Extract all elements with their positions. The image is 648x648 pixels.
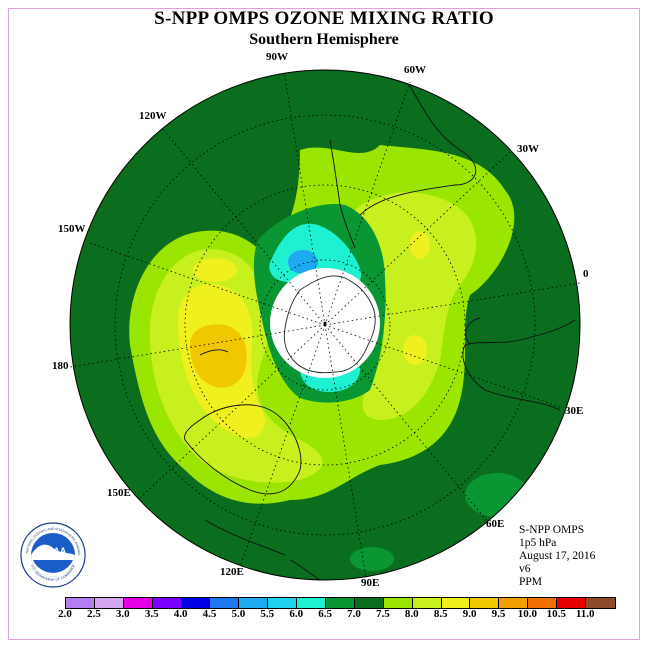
colorbar-tick-label: 4.0	[173, 608, 188, 620]
colorbar-tick-label: 2.5	[87, 608, 101, 620]
colorbar-swatch	[152, 598, 182, 608]
ozone-patch-medium-green	[465, 473, 529, 517]
map-info: S-NPP OMPS 1p5 hPa August 17, 2016 v6 PP…	[519, 524, 595, 589]
ozone-band-8-5	[193, 258, 237, 282]
colorbar-tick-label: 10.0	[517, 608, 538, 620]
meridian-30w	[324, 151, 511, 326]
colorbar-tick-label: 7.0	[347, 608, 361, 620]
meridian-150w	[86, 241, 326, 326]
colorbar-swatch	[66, 598, 95, 608]
colorbar-swatch	[326, 598, 355, 608]
lon-label-120e: 120E	[220, 566, 244, 578]
lon-label-30w: 30W	[517, 143, 539, 155]
colorbar-swatch	[557, 598, 587, 608]
ozone-band-8-5	[403, 335, 427, 365]
australia-outline	[184, 404, 302, 495]
africa-outline	[462, 319, 576, 411]
colorbar-swatch	[123, 598, 153, 608]
colorbar-swatch	[470, 598, 500, 608]
ozone-band-8-0	[353, 192, 477, 420]
colorbar-tick-label: 2.0	[58, 608, 72, 620]
lon-label-120w: 120W	[139, 110, 167, 122]
info-version: v6	[519, 563, 531, 575]
colorbar-swatch	[239, 598, 269, 608]
colorbar-tick-label: 11.0	[575, 608, 595, 620]
lon-label-60e: 60E	[486, 518, 505, 530]
colorbar-ticks: 2.0 2.5 3.0 3.5 4.0 4.5 5.0 5.5 6.0 6.5 7.0 7.5 8.0 8…	[0, 608, 648, 622]
ozone-band-5-5	[288, 250, 318, 274]
new-zealand-outline	[199, 349, 229, 356]
latitude-circle	[259, 259, 391, 391]
colorbar-tick-label: 3.0	[115, 608, 130, 620]
colorbar-swatch	[412, 598, 442, 608]
colorbar-swatch	[586, 598, 615, 608]
map-boundary	[69, 69, 581, 581]
ozone-patch-medium-green	[350, 547, 394, 571]
graticule	[69, 71, 581, 579]
colorbar-tick-label: 8.5	[433, 608, 448, 620]
lon-label-150w: 150W	[58, 223, 86, 235]
colorbar-tick-label: 4.5	[202, 608, 217, 620]
colorbar-tick-label: 5.5	[260, 608, 275, 620]
colorbar-tick-label: 10.5	[546, 608, 566, 620]
colorbar-tick-label: 8.0	[404, 608, 419, 620]
ozone-band-9-0	[190, 324, 247, 388]
south-america-outline	[329, 139, 356, 249]
colorbar-swatch	[441, 598, 471, 608]
colorbar-swatch	[383, 598, 413, 608]
antarctica-coastline	[283, 275, 376, 374]
colorbar-swatch	[181, 598, 211, 608]
info-instrument: S-NPP OMPS	[519, 524, 585, 536]
logo-text: NOAA	[40, 546, 67, 556]
lon-label-30e: 30E	[565, 405, 584, 417]
latitude-circle	[114, 114, 536, 536]
south-pole-marker	[323, 321, 327, 325]
colorbar-swatch	[210, 598, 240, 608]
lon-label-150e: 150E	[107, 487, 131, 499]
colorbar-swatch	[297, 598, 327, 608]
lon-label-90w: 90W	[266, 51, 288, 63]
noaa-logo-icon: NOAA NATIONAL OCEANIC AND ATMOSPHERIC AD…	[20, 522, 86, 588]
map-title: S-NPP OMPS OZONE MIXING RATIO	[154, 8, 494, 29]
indonesia-outline	[204, 519, 321, 580]
map-subtitle: Southern Hemisphere	[249, 31, 399, 48]
lon-label-90e: 90E	[361, 577, 380, 589]
colorbar-swatch	[354, 598, 384, 608]
colorbar-tick-label: 5.0	[231, 608, 246, 620]
lon-label-0: 0	[583, 268, 589, 280]
figure-frame	[8, 8, 640, 640]
south-america-outline	[359, 70, 477, 216]
lon-label-60w: 60W	[404, 64, 426, 76]
info-units: PPM	[519, 576, 543, 588]
colorbar-tick-label: 9.0	[462, 608, 477, 620]
africa-outline	[465, 317, 481, 346]
latitude-circle	[184, 184, 466, 466]
meridian-150e	[139, 324, 326, 499]
meridian-30e	[324, 324, 564, 409]
ozone-band-8-5	[410, 231, 430, 259]
colorbar-swatch	[268, 598, 298, 608]
lon-label-180: 180	[52, 360, 69, 372]
colorbar-tick-label: 3.5	[144, 608, 159, 620]
colorbar-tick-label: 6.5	[318, 608, 332, 620]
info-level: 1p5 hPa	[519, 537, 557, 549]
colorbar-swatch	[94, 598, 124, 608]
colorbar	[65, 597, 616, 609]
colorbar-tick-label: 6.0	[289, 608, 304, 620]
colorbar-swatch	[499, 598, 529, 608]
colorbar-tick-label: 7.5	[376, 608, 390, 620]
info-date: August 17, 2016	[519, 550, 596, 562]
colorbar-swatch	[528, 598, 558, 608]
colorbar-tick-label: 9.5	[491, 608, 506, 620]
continent-outlines	[184, 70, 576, 580]
